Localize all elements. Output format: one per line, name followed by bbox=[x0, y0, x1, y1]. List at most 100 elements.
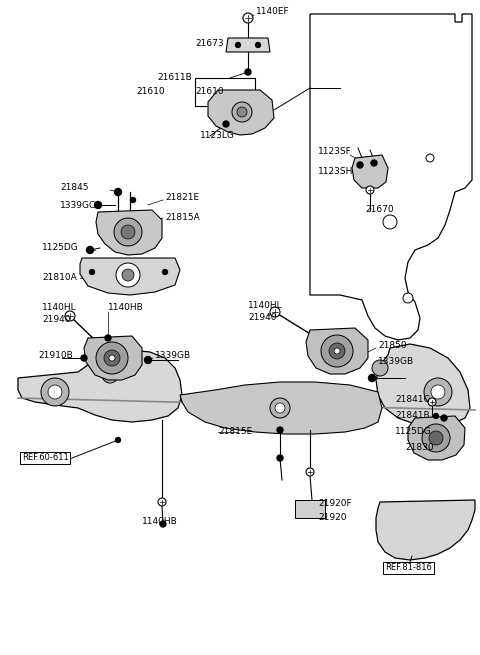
Circle shape bbox=[102, 367, 118, 383]
Text: 21673: 21673 bbox=[195, 39, 224, 48]
Circle shape bbox=[334, 348, 340, 354]
Polygon shape bbox=[208, 90, 274, 135]
Text: 1339GB: 1339GB bbox=[378, 358, 414, 367]
Polygon shape bbox=[84, 336, 142, 380]
Circle shape bbox=[243, 13, 253, 23]
Circle shape bbox=[431, 385, 445, 399]
Circle shape bbox=[158, 498, 166, 506]
Circle shape bbox=[96, 342, 128, 374]
Polygon shape bbox=[226, 38, 270, 52]
Text: 1339GB: 1339GB bbox=[155, 350, 191, 360]
Text: REF.60-611: REF.60-611 bbox=[22, 453, 69, 462]
Text: 1140HL: 1140HL bbox=[248, 301, 283, 310]
Text: 21920: 21920 bbox=[318, 514, 347, 523]
Text: 21830: 21830 bbox=[405, 443, 433, 453]
Circle shape bbox=[41, 378, 69, 406]
Circle shape bbox=[109, 355, 115, 361]
Circle shape bbox=[122, 269, 134, 281]
Circle shape bbox=[270, 307, 280, 317]
Circle shape bbox=[277, 427, 283, 433]
Text: 21841C: 21841C bbox=[395, 396, 430, 405]
Text: 1339GC: 1339GC bbox=[60, 200, 96, 210]
Circle shape bbox=[369, 375, 375, 381]
Circle shape bbox=[48, 385, 62, 399]
Text: 21841B: 21841B bbox=[395, 411, 430, 419]
Circle shape bbox=[237, 107, 247, 117]
Circle shape bbox=[329, 343, 345, 359]
Circle shape bbox=[371, 160, 377, 166]
Circle shape bbox=[433, 413, 439, 419]
Circle shape bbox=[114, 218, 142, 246]
Circle shape bbox=[306, 468, 314, 476]
Text: 1140HB: 1140HB bbox=[142, 517, 178, 527]
Circle shape bbox=[223, 121, 229, 127]
Circle shape bbox=[116, 263, 140, 287]
Circle shape bbox=[275, 403, 285, 413]
Text: 21670: 21670 bbox=[365, 206, 394, 214]
Circle shape bbox=[160, 521, 166, 527]
Circle shape bbox=[424, 378, 452, 406]
Polygon shape bbox=[408, 416, 465, 460]
Circle shape bbox=[131, 198, 135, 202]
Circle shape bbox=[105, 335, 111, 341]
Text: 1123SH: 1123SH bbox=[318, 168, 353, 176]
Text: 21810A: 21810A bbox=[42, 274, 77, 282]
Text: 1125DG: 1125DG bbox=[395, 428, 432, 436]
Polygon shape bbox=[96, 210, 162, 255]
Text: 21940: 21940 bbox=[248, 314, 276, 322]
Circle shape bbox=[116, 438, 120, 443]
Circle shape bbox=[321, 335, 353, 367]
Circle shape bbox=[255, 43, 261, 48]
Circle shape bbox=[95, 202, 101, 208]
Circle shape bbox=[121, 225, 135, 239]
Circle shape bbox=[104, 350, 120, 366]
Circle shape bbox=[81, 355, 87, 361]
Polygon shape bbox=[352, 155, 388, 188]
Text: 21815E: 21815E bbox=[218, 428, 252, 436]
Text: 21940: 21940 bbox=[42, 316, 71, 324]
Text: 21920F: 21920F bbox=[318, 500, 352, 508]
Circle shape bbox=[405, 567, 409, 572]
Circle shape bbox=[232, 102, 252, 122]
Circle shape bbox=[428, 398, 436, 406]
Text: 21611B: 21611B bbox=[157, 73, 192, 83]
Text: 1140HB: 1140HB bbox=[108, 303, 144, 312]
Polygon shape bbox=[80, 258, 180, 295]
Bar bbox=[295, 500, 325, 518]
FancyBboxPatch shape bbox=[195, 78, 255, 106]
Text: 1123SF: 1123SF bbox=[318, 147, 352, 157]
Polygon shape bbox=[306, 328, 368, 374]
Circle shape bbox=[403, 293, 413, 303]
Circle shape bbox=[89, 269, 95, 274]
Circle shape bbox=[366, 186, 374, 194]
Text: 21910B: 21910B bbox=[38, 350, 73, 360]
Circle shape bbox=[357, 162, 363, 168]
Circle shape bbox=[236, 43, 240, 48]
Circle shape bbox=[383, 215, 397, 229]
Text: 21610: 21610 bbox=[136, 88, 165, 96]
Text: REF.81-816: REF.81-816 bbox=[385, 563, 432, 572]
Circle shape bbox=[277, 455, 283, 461]
Text: 21850: 21850 bbox=[378, 341, 407, 350]
Circle shape bbox=[422, 424, 450, 452]
Circle shape bbox=[86, 246, 94, 253]
Circle shape bbox=[270, 398, 290, 418]
Circle shape bbox=[144, 356, 152, 364]
Polygon shape bbox=[376, 500, 475, 560]
Circle shape bbox=[372, 360, 388, 376]
Text: 1123LG: 1123LG bbox=[200, 132, 235, 141]
Text: 21815A: 21815A bbox=[165, 214, 200, 223]
Polygon shape bbox=[180, 382, 382, 434]
Text: 1125DG: 1125DG bbox=[42, 244, 79, 252]
Text: 1140EF: 1140EF bbox=[256, 7, 289, 16]
Circle shape bbox=[245, 69, 251, 75]
Circle shape bbox=[163, 269, 168, 274]
Circle shape bbox=[115, 189, 121, 195]
Text: 21821E: 21821E bbox=[165, 193, 199, 202]
Text: 1140HL: 1140HL bbox=[42, 303, 77, 312]
Circle shape bbox=[426, 154, 434, 162]
Circle shape bbox=[65, 311, 75, 321]
Polygon shape bbox=[376, 344, 470, 426]
Circle shape bbox=[441, 415, 447, 421]
Text: 21845: 21845 bbox=[60, 183, 88, 193]
